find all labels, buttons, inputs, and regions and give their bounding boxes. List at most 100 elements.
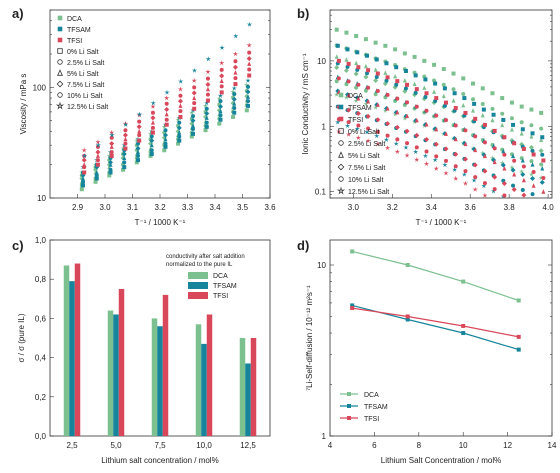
data-point-a	[191, 123, 195, 128]
legend-label-b: 2.5% Li Salt	[348, 141, 385, 148]
data-point-b	[366, 85, 371, 90]
data-point-b	[510, 167, 516, 173]
data-point-b	[453, 106, 458, 111]
data-point-a	[247, 61, 252, 66]
data-point-b	[346, 120, 351, 125]
data-point-b	[482, 168, 488, 174]
data-point-b	[482, 153, 487, 159]
data-point-b	[489, 155, 496, 161]
data-point-a	[218, 108, 223, 114]
data-point-b	[491, 112, 496, 117]
data-point-a	[136, 124, 142, 130]
data-point-b	[402, 115, 408, 121]
data-point-tfsi	[461, 323, 466, 328]
data-point-a	[192, 106, 197, 111]
data-point-a	[136, 158, 140, 163]
data-point-a	[164, 117, 169, 122]
data-point-a	[176, 125, 182, 131]
data-point-b	[414, 156, 420, 162]
y-axis-label-a: Viscosity / mPa s	[19, 74, 28, 135]
legend-marker-b	[336, 186, 346, 195]
data-point-b	[539, 179, 545, 185]
data-point-b	[442, 86, 447, 91]
data-point-b	[365, 53, 369, 58]
data-point-b	[531, 152, 536, 157]
data-point-a	[109, 141, 115, 147]
data-point-a	[205, 69, 211, 75]
data-point-b	[453, 164, 458, 169]
data-point-a	[190, 118, 196, 124]
data-point-b	[509, 116, 514, 121]
data-point-b	[529, 134, 534, 139]
data-point-b	[461, 171, 467, 177]
legend-swatch-b	[338, 116, 344, 122]
data-point-a	[189, 134, 194, 139]
data-point-b	[424, 136, 430, 142]
data-point-b	[453, 175, 459, 181]
data-point-b	[539, 126, 544, 131]
data-point-a	[149, 151, 154, 156]
data-point-a	[178, 114, 183, 119]
x-tick-label-b: 3.4	[426, 203, 438, 212]
data-point-a	[81, 179, 85, 184]
legend-label-b: TFSI	[348, 117, 363, 124]
data-point-b	[365, 113, 371, 119]
data-point-b	[520, 127, 525, 132]
data-point-b	[346, 61, 351, 66]
data-point-b	[471, 97, 476, 102]
data-point-a	[246, 99, 250, 104]
data-point-a	[176, 141, 181, 146]
data-point-b	[500, 111, 505, 116]
data-point-b	[344, 82, 349, 87]
data-point-tfsi	[405, 314, 410, 319]
legend-label-a: 5% Li Salt	[67, 71, 99, 78]
data-point-b	[343, 68, 349, 74]
x-tick-label-b: 4.0	[543, 203, 555, 212]
data-point-b	[463, 110, 468, 115]
data-point-b	[335, 43, 340, 48]
data-point-b	[423, 77, 428, 82]
data-point-a	[134, 137, 140, 143]
data-point-b	[480, 150, 486, 156]
data-point-a	[233, 70, 238, 75]
y-tick-label-d: 1	[322, 432, 327, 441]
data-point-b	[463, 169, 468, 174]
data-point-b	[334, 65, 340, 71]
data-point-b	[363, 101, 369, 107]
data-point-b	[412, 54, 417, 59]
data-point-a	[93, 179, 98, 184]
data-point-a	[232, 110, 237, 115]
data-point-b	[412, 81, 417, 86]
data-point-b	[354, 60, 359, 66]
data-point-b	[375, 102, 380, 107]
data-point-b	[383, 136, 390, 142]
data-point-b	[530, 148, 535, 153]
data-point-a	[232, 106, 237, 111]
data-point-a	[233, 82, 238, 87]
bar-dca	[195, 324, 202, 436]
legend-label-d: TFSAM	[364, 404, 388, 411]
data-point-a	[108, 159, 113, 165]
data-point-a	[233, 33, 239, 39]
data-point-a	[108, 167, 113, 172]
x-tick-label-a: 3.2	[154, 203, 166, 212]
data-point-a	[81, 147, 87, 153]
data-point-b	[509, 164, 515, 170]
data-point-b	[443, 146, 449, 152]
data-point-b	[434, 154, 439, 159]
data-point-a	[95, 158, 100, 163]
data-point-a	[108, 170, 113, 175]
data-point-a	[150, 110, 155, 115]
data-point-b	[443, 158, 448, 163]
data-point-b	[540, 135, 545, 140]
series-line-dca	[352, 250, 519, 302]
data-point-b	[482, 192, 488, 198]
y-tick-label-b: 10	[317, 57, 326, 66]
data-point-a	[109, 132, 115, 138]
data-point-b	[424, 91, 429, 96]
data-point-a	[205, 56, 211, 62]
data-point-b	[531, 170, 536, 175]
data-point-b	[346, 131, 352, 137]
data-point-b	[528, 144, 534, 150]
data-point-b	[405, 82, 410, 87]
